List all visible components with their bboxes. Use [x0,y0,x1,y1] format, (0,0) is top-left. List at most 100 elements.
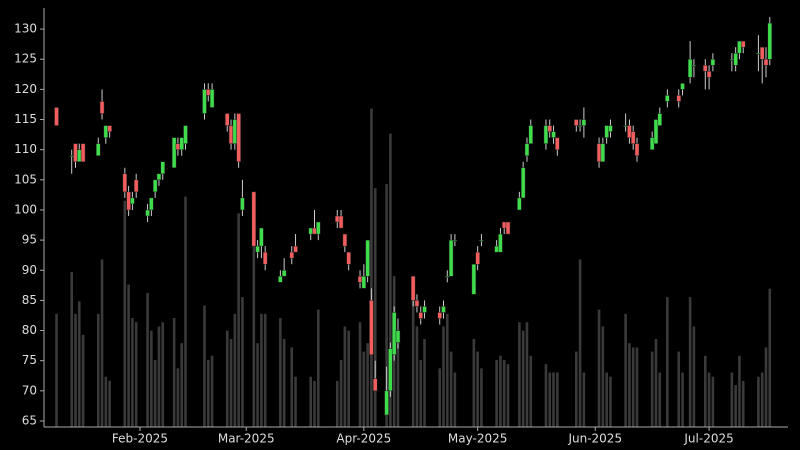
volume-bar [734,385,737,427]
volume-bar [757,376,760,427]
y-tick-label: 75 [22,353,37,367]
candle-body [361,276,367,289]
volume-bar [146,292,149,427]
volume-bar [150,330,153,427]
volume-bar [157,326,161,427]
candle-body [608,125,613,132]
y-tick-label: 80 [22,323,37,337]
candle-body [202,89,207,114]
candle-body [54,107,59,126]
candle-body [251,191,257,247]
candle-body [577,125,583,127]
candle-body [338,215,344,229]
candle-body [733,52,738,66]
volume-bar [442,326,445,427]
volume-bar [631,347,635,427]
volume-bar [423,339,426,427]
candle-body [149,197,154,211]
volume-bar [449,351,453,427]
volume-bar [252,234,256,427]
volume-bar [582,372,586,427]
volume-bar [176,368,180,427]
volume-bar [366,343,369,427]
candle-body [555,137,560,150]
volume-bar [556,372,559,427]
volume-bar [389,133,392,427]
candle-body [160,161,166,175]
volume-bar [161,322,165,427]
volume-bar [552,372,555,427]
volume-bar [237,213,240,427]
candle-body [372,378,378,392]
candle-body [657,113,663,126]
candle-body [703,65,708,72]
volume-bar [411,284,415,427]
volume-bar [635,347,639,427]
candle-body [627,125,632,138]
volume-bar [453,372,457,427]
volume-bar [184,196,187,427]
volume-bar [502,359,506,427]
candle-body [77,149,82,162]
y-tick-label: 100 [14,202,37,216]
volume-bar [529,355,533,427]
candle-body [308,227,313,235]
candle-body [224,113,230,126]
candle-body [737,40,742,54]
candle-body [581,119,587,126]
volume-bar [446,313,449,427]
candle-body [103,125,109,138]
candle-body [630,131,636,144]
candle-body [414,300,420,307]
volume-bar [666,297,669,427]
volume-bar [81,334,85,427]
volume-bar [343,326,347,427]
candle-body [289,251,294,259]
candle-body [505,221,511,235]
volume-bar [335,380,339,427]
candle-body [676,95,681,102]
x-tick-label: Jun-2025 [567,432,622,446]
volume-bar [225,330,229,427]
volume-bar [681,372,684,427]
candle-body [634,143,640,156]
candle-body [691,65,697,67]
candle-body [391,312,397,355]
candle-body [122,173,128,193]
volume-bar [256,343,259,427]
candle-body [335,215,340,223]
y-tick-label: 120 [14,82,37,96]
candle-body [69,155,74,157]
candle-body [281,270,287,277]
volume-bar [396,343,400,427]
volume-bar [438,368,442,427]
candle-body [388,348,393,392]
candle-body [346,251,351,265]
volume-bar [677,351,681,427]
candle-body [653,119,659,144]
volume-bar [480,368,483,427]
volume-bar [385,183,388,427]
candle-body [316,221,321,235]
volume-bar [628,343,631,427]
volume-bar [317,309,320,427]
candle-body [547,125,552,132]
volume-bar [153,359,157,427]
candle-body [649,137,655,150]
candle-body [262,251,268,265]
candle-body [126,191,131,211]
candle-body [543,125,549,144]
candle-body [183,125,188,144]
candle-body [680,83,685,90]
volume-bar [127,284,130,427]
volume-bar [544,364,548,427]
volume-bar [180,343,184,427]
candle-body [520,167,526,199]
volume-bar [108,380,111,427]
candle-body [73,143,78,162]
volume-bar [100,259,104,427]
candle-body [596,143,602,162]
x-tick-label: Apr-2025 [336,432,391,446]
